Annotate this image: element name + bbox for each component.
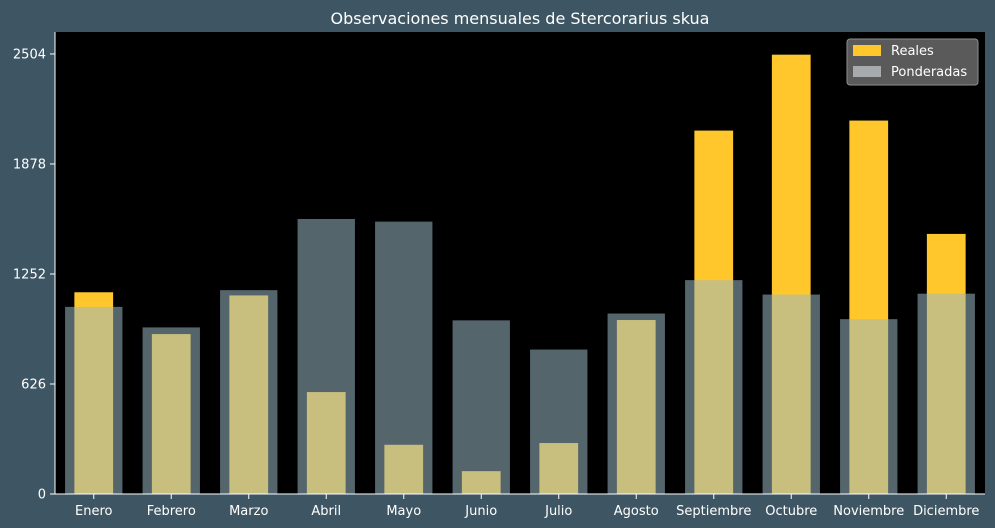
bar-ponderadas-noviembre bbox=[840, 319, 898, 494]
bar-ponderadas-diciembre bbox=[917, 293, 975, 494]
bar-ponderadas-enero bbox=[65, 306, 123, 494]
bar-ponderadas-octubre bbox=[762, 294, 820, 494]
y-tick-label: 1252 bbox=[13, 267, 46, 282]
legend-label-ponderadas: Ponderadas bbox=[891, 65, 967, 80]
x-tick-label-junio: Junio bbox=[464, 504, 497, 519]
y-tick-label: 2504 bbox=[13, 47, 46, 62]
bar-ponderadas-julio bbox=[530, 349, 588, 494]
plot-area bbox=[55, 32, 985, 494]
bar-ponderadas-agosto bbox=[607, 313, 665, 494]
bar-ponderadas-marzo bbox=[220, 290, 278, 494]
x-tick-label-mayo: Mayo bbox=[386, 504, 421, 519]
bar-ponderadas-septiembre bbox=[685, 280, 743, 494]
x-tick-label-julio: Julio bbox=[544, 504, 572, 519]
y-tick-label: 626 bbox=[21, 377, 46, 392]
bar-ponderadas-mayo bbox=[375, 221, 433, 495]
chart-title: Observaciones mensuales de Stercorarius … bbox=[331, 9, 710, 28]
series-ponderadas-bars bbox=[65, 218, 975, 495]
bar-ponderadas-abril bbox=[297, 218, 355, 495]
x-tick-label-abril: Abril bbox=[311, 504, 341, 519]
legend-label-reales: Reales bbox=[891, 44, 934, 59]
y-tick-label: 1878 bbox=[13, 157, 46, 172]
y-tick-label: 0 bbox=[38, 488, 46, 503]
x-axis: Enero Febrero Marzo Abril Mayo Junio Julio Agos… bbox=[55, 493, 985, 519]
bar-ponderadas-febrero bbox=[142, 327, 200, 494]
x-tick-label-agosto: Agosto bbox=[614, 504, 659, 519]
x-tick-label-septiembre: Septiembre bbox=[676, 504, 751, 519]
bar-ponderadas-junio bbox=[452, 320, 510, 494]
x-tick-label-noviembre: Noviembre bbox=[833, 504, 904, 519]
x-tick-label-enero: Enero bbox=[75, 504, 113, 519]
x-tick-label-febrero: Febrero bbox=[147, 504, 196, 519]
y-axis: 0 626 1252 1878 2504 bbox=[13, 32, 56, 503]
x-tick-label-marzo: Marzo bbox=[229, 504, 268, 519]
legend-swatch-ponderadas bbox=[853, 66, 881, 77]
legend-swatch-reales bbox=[853, 45, 881, 56]
x-tick-label-octubre: Octubre bbox=[765, 504, 817, 519]
x-tick-label-diciembre: Diciembre bbox=[913, 504, 979, 519]
legend: Reales Ponderadas bbox=[846, 38, 979, 86]
